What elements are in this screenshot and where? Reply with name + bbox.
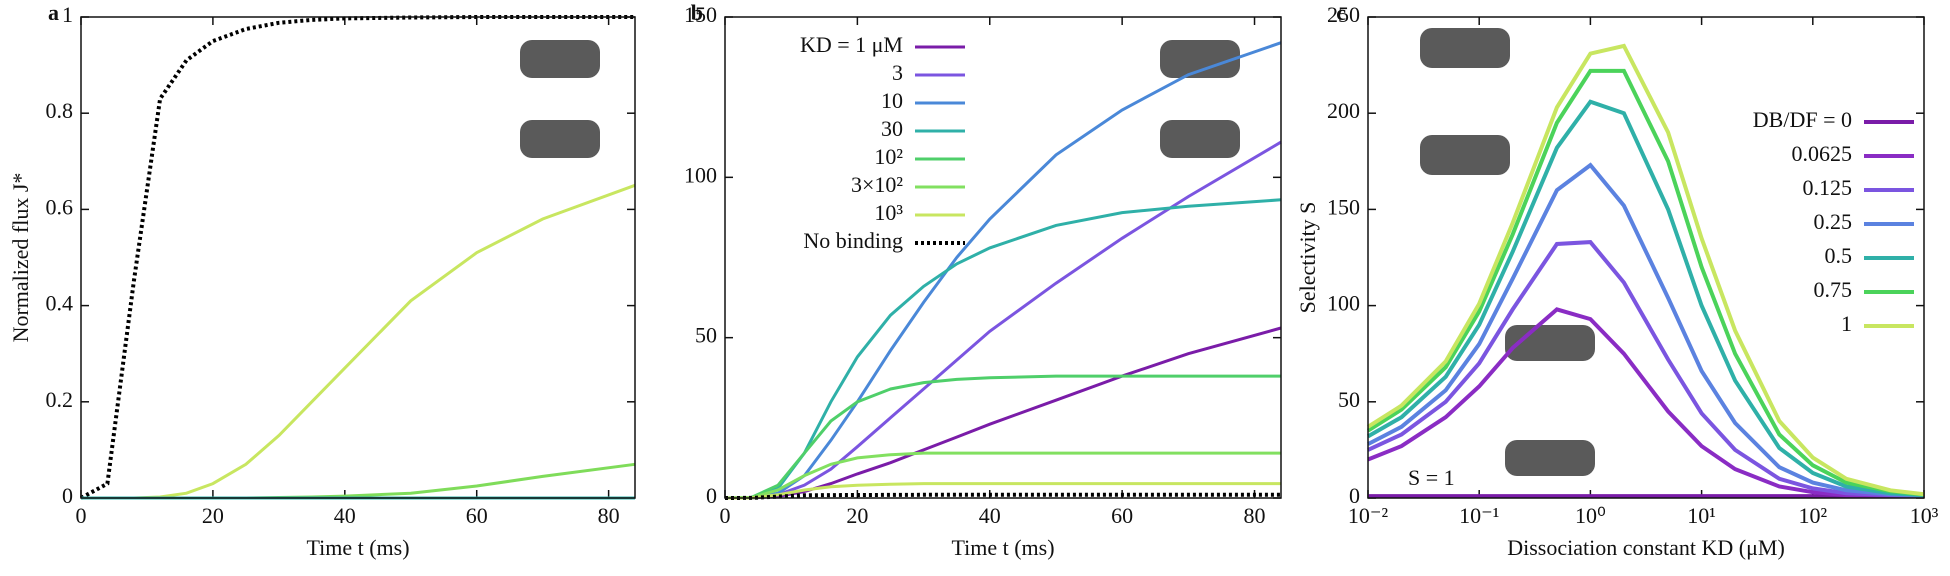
y-axis-label: Normalized flux J* — [8, 173, 33, 343]
plot-frame — [80, 16, 636, 499]
panel-label: c — [1336, 0, 1346, 25]
x-tick-label: 10² — [1798, 503, 1827, 528]
series-line — [1366, 68, 1925, 497]
y-tick-label: 0 — [62, 483, 73, 508]
y-tick-label: 0.2 — [46, 387, 74, 412]
series-line — [1367, 307, 1924, 499]
y-tick-label: 100 — [684, 162, 717, 187]
x-tick-label: 20 — [846, 503, 868, 528]
legend-label: DB/DF = 0 — [1753, 107, 1852, 132]
y-tick-label: 0.6 — [46, 194, 74, 219]
x-tick-label: 10⁻² — [1348, 503, 1389, 528]
x-axis-label: Time t (ms) — [951, 535, 1054, 560]
legend-label: 0.125 — [1803, 175, 1853, 200]
y-tick-label: 150 — [684, 2, 717, 27]
y-tick-label: 50 — [695, 323, 717, 348]
series-line — [724, 451, 1281, 500]
legend-label: 0.5 — [1825, 243, 1853, 268]
x-tick-label: 40 — [334, 503, 356, 528]
pore-bottom — [1505, 440, 1595, 476]
legend-label: 3 — [892, 60, 903, 85]
x-tick-label: 10⁰ — [1575, 503, 1606, 528]
series-line — [724, 374, 1281, 500]
x-tick-label: 10¹ — [1687, 503, 1716, 528]
legend-label: 0.75 — [1814, 277, 1853, 302]
x-tick-label: 80 — [1244, 503, 1266, 528]
x-tick-label: 60 — [1111, 503, 1133, 528]
x-tick-label: 80 — [598, 503, 620, 528]
y-tick-label: 0 — [1349, 483, 1360, 508]
series-line — [1367, 162, 1925, 498]
y-tick-label: 0 — [706, 483, 717, 508]
legend-label: 30 — [881, 116, 903, 141]
y-axis-label: Selectivity S — [1295, 202, 1320, 314]
series-line — [725, 482, 1281, 500]
series-line — [1366, 43, 1925, 497]
series-line — [724, 492, 1281, 500]
x-tick-label: 20 — [202, 503, 224, 528]
legend-label: 1 — [1841, 311, 1852, 336]
legend-label: 10 — [881, 88, 903, 113]
x-axis-label: Dissociation constant KD (μM) — [1507, 535, 1785, 560]
annotation: S = 1 — [1408, 465, 1455, 490]
legend-label: 3×10² — [851, 172, 903, 197]
plot-frame — [724, 16, 1282, 499]
pore-bottom — [520, 120, 600, 158]
x-tick-label: 10⁻¹ — [1459, 503, 1499, 528]
pore-top — [520, 40, 600, 78]
legend-label: 10³ — [874, 200, 903, 225]
x-tick-label: 10³ — [1910, 503, 1939, 528]
series-line — [81, 183, 636, 500]
y-tick-label: 250 — [1327, 2, 1360, 27]
y-tick-label: 100 — [1327, 291, 1360, 316]
x-tick-label: 0 — [76, 503, 87, 528]
legend-label: 0.0625 — [1792, 141, 1853, 166]
panel-label: b — [691, 0, 703, 25]
series-line — [724, 198, 1282, 500]
series-line — [1367, 240, 1925, 499]
x-tick-label: 60 — [466, 503, 488, 528]
x-tick-label: 0 — [720, 503, 731, 528]
series-line — [81, 462, 636, 500]
y-tick-label: 1 — [62, 2, 73, 27]
panel-label: a — [48, 0, 59, 25]
x-tick-label: 40 — [979, 503, 1001, 528]
legend-label: KD = 1 μM — [800, 32, 903, 57]
plot-frame — [1367, 16, 1925, 499]
y-tick-label: 50 — [1338, 387, 1360, 412]
y-tick-label: 200 — [1327, 98, 1360, 123]
legend-label: 10² — [874, 144, 903, 169]
y-tick-label: 150 — [1327, 194, 1360, 219]
series-line — [725, 326, 1282, 500]
pore-bottom — [1160, 120, 1240, 158]
pore-top — [1420, 28, 1510, 68]
schematics — [520, 28, 1595, 476]
pore-bottom — [1420, 135, 1510, 175]
series-line — [80, 15, 635, 500]
series-line — [725, 41, 1282, 500]
legend-label: 0.25 — [1814, 209, 1853, 234]
series-line — [1367, 99, 1925, 498]
x-axis-label: Time t (ms) — [306, 535, 409, 560]
legend-label: No binding — [803, 228, 903, 253]
pore-top — [1160, 40, 1240, 78]
y-tick-label: 0.4 — [46, 291, 74, 316]
y-tick-label: 0.8 — [46, 98, 74, 123]
